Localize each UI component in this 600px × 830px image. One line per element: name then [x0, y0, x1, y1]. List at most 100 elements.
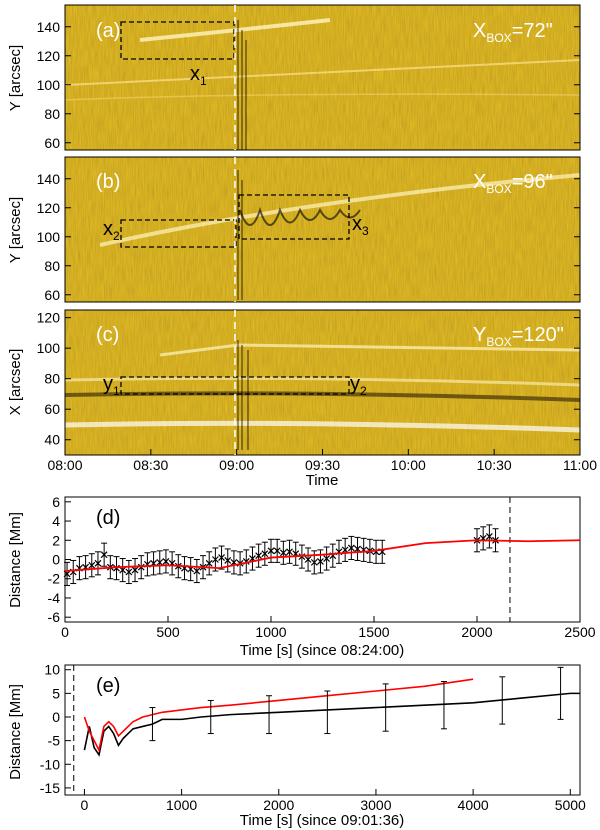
marker-x3: x3 — [352, 213, 369, 238]
panel-d-point — [193, 567, 201, 575]
panel-d-point — [218, 554, 225, 562]
panel-d-point — [131, 566, 139, 574]
panel-c-ytick-label: 80 — [44, 371, 60, 387]
panel-a-ytick-label: 140 — [37, 19, 61, 35]
panel-e: 0 1000 2000 3000 4000 5000 -15 -10 -5 0 5 10 (e) Di… — [7, 662, 586, 829]
panel-d-point — [113, 564, 120, 572]
panel-b-ytick-label: 60 — [44, 287, 60, 303]
panel-d-xtick-label: 500 — [156, 624, 180, 640]
panel-d-ytick-label: 6 — [52, 494, 60, 510]
panel-b-ytick-label: 80 — [44, 258, 60, 274]
panel-a-yaxis: 60 80 100 120 140 — [37, 19, 580, 151]
panel-e-ytick-label: 0 — [52, 709, 60, 725]
panel-d-point — [261, 550, 269, 558]
panel-a-letter: (a) — [96, 20, 120, 42]
panel-e-ytick-label: -15 — [40, 780, 60, 796]
panel-d-ytick-label: 2 — [52, 532, 60, 548]
panel-b-ylabel: Y [arcsec] — [7, 197, 24, 263]
panel-c-ytick-label: 120 — [37, 310, 61, 326]
panel-d-point — [323, 555, 331, 562]
panel-d-point — [304, 556, 312, 563]
panel-c-xlabel: Time — [306, 472, 339, 489]
panel-d-point — [162, 557, 170, 565]
panel-d-fit-line — [64, 539, 581, 572]
panel-c-xtick-label: 08:30 — [133, 457, 168, 473]
panel-c-letter: (c) — [96, 324, 119, 346]
panel-e-ylabel: Distance [Mm] — [7, 684, 24, 780]
panel-d-point — [119, 566, 127, 574]
panel-d-point — [354, 545, 361, 553]
panel-c-xaxis: 08:00 08:30 09:00 09:30 10:00 10:30 11:00 — [47, 449, 597, 473]
panel-d-point — [273, 547, 281, 555]
panel-a-ytick-label: 100 — [37, 77, 61, 93]
panel-c-ytick-label: 60 — [44, 401, 60, 417]
panel-e-ytick-label: 5 — [52, 685, 60, 701]
panel-d-point — [267, 547, 275, 555]
panel-d-point — [224, 557, 232, 564]
panel-d-point — [88, 561, 96, 569]
panel-b-yaxis: 60 80 100 120 140 — [37, 171, 580, 303]
panel-d-xtick-label: 1500 — [358, 624, 389, 640]
panel-b-box-label: XBOX=96" — [473, 171, 553, 196]
marker-y1: y1 — [103, 373, 120, 398]
panel-d-point — [485, 532, 493, 540]
panel-d-ytick-label: 0 — [52, 552, 60, 568]
panel-a-ytick-label: 60 — [44, 135, 60, 151]
panel-d: 0 500 1000 1500 2000 2500 -6 -4 -2 0 2 4 6 (d) Dista… — [7, 494, 596, 659]
panel-a-ylabel: Y [arcsec] — [7, 45, 24, 111]
panel-d-point — [347, 544, 355, 552]
panel-d-ytick-label: -6 — [48, 609, 61, 625]
panel-d-xtick-label: 0 — [61, 624, 69, 640]
panel-d-point — [279, 549, 287, 557]
panel-c-xtick-label: 08:00 — [47, 457, 82, 473]
panel-e-ytick-label: -5 — [48, 733, 61, 749]
panel-b-letter: (b) — [96, 171, 120, 193]
panel-d-ytick-label: -2 — [48, 571, 61, 587]
panel-d-point — [255, 552, 263, 560]
panel-a-ytick-label: 80 — [44, 106, 60, 122]
panel-e-xtick-label: 5000 — [555, 797, 586, 813]
panel-b: (b) XBOX=96" x2 x3 Y [arcsec] 60 80 100 120… — [7, 156, 581, 303]
panel-c-xtick-label: 11:00 — [563, 457, 597, 473]
panel-d-xtick-label: 1000 — [255, 624, 286, 640]
panel-d-xlabel: Time [s] (since 08:24:00) — [240, 642, 405, 659]
panel-c-ytick-label: 40 — [44, 432, 60, 448]
panel-a-ytick-label: 120 — [37, 48, 61, 64]
panel-c-xtick-label: 09:30 — [305, 457, 340, 473]
panel-d-ytick-label: -4 — [48, 590, 61, 606]
panel-d-point — [286, 548, 293, 556]
panel-d-ytick-label: 4 — [52, 513, 60, 529]
panel-e-xtick-label: 3000 — [360, 797, 391, 813]
panel-b-ytick-label: 140 — [37, 171, 61, 187]
panel-d-point — [317, 557, 324, 565]
panel-c-ylabel: X [arcsec] — [7, 349, 24, 416]
panel-d-point — [310, 558, 318, 566]
panel-e-xtick-label: 4000 — [458, 797, 489, 813]
panel-d-xtick-label: 2000 — [461, 624, 492, 640]
panel-d-ylabel: Distance [Mm] — [7, 512, 24, 608]
panel-a: (a) XBOX=72" x1 Y [arcsec] 60 80 100 120 140 — [7, 4, 581, 151]
panel-d-point — [137, 563, 145, 571]
panel-e-xtick-label: 1000 — [166, 797, 197, 813]
panel-d-point — [125, 568, 133, 576]
panel-d-point — [100, 551, 108, 559]
panel-d-point — [341, 546, 349, 554]
panel-d-point — [156, 558, 164, 566]
panel-e-ytick-label: 10 — [44, 662, 60, 678]
panel-b-ytick-label: 120 — [37, 200, 61, 216]
panel-d-letter: (d) — [96, 507, 120, 529]
marker-x2: x2 — [103, 218, 120, 243]
marker-x1: x1 — [190, 63, 207, 88]
marker-y2: y2 — [350, 373, 367, 398]
panel-d-point — [94, 559, 102, 567]
panel-d-point — [205, 559, 213, 567]
panel-d-point — [63, 570, 71, 578]
panel-e-xtick-label: 0 — [81, 797, 89, 813]
panel-e-plot: 0 1000 2000 3000 4000 5000 -15 -10 -5 0 5 10 — [40, 662, 586, 813]
panel-c-box-label: YBOX=120" — [473, 324, 564, 349]
panel-e-letter: (e) — [96, 675, 120, 697]
panel-b-ytick-label: 100 — [37, 229, 61, 245]
panel-c-xtick-label: 10:30 — [477, 457, 512, 473]
panel-c-xtick-label: 09:00 — [219, 457, 254, 473]
